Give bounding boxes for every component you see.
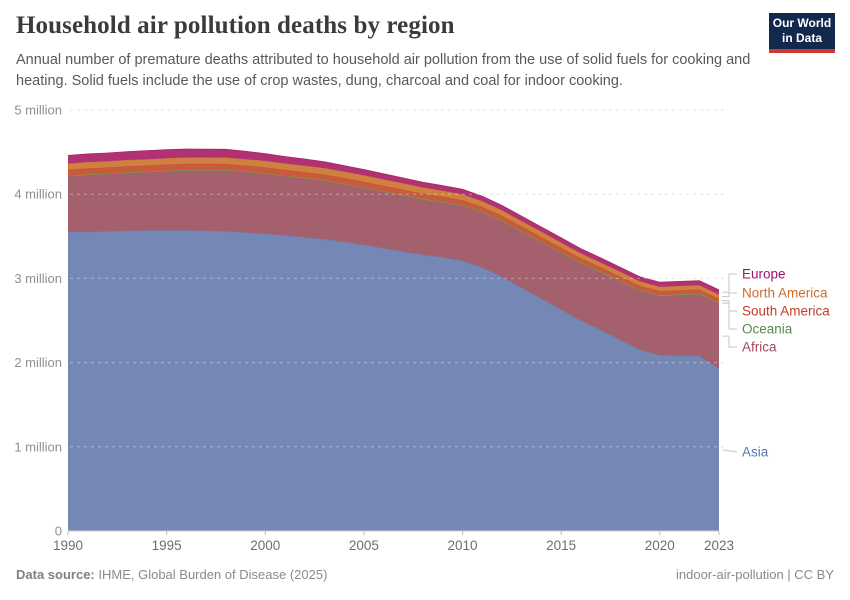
legend-connector-europe	[722, 273, 737, 293]
legend-label-africa[interactable]: Africa	[742, 340, 777, 355]
y-tick-label-0: 0	[55, 524, 62, 539]
legend-label-asia[interactable]: Asia	[742, 445, 769, 460]
legend-connector-oceania	[722, 302, 737, 330]
data-source-label: Data source:	[16, 567, 95, 582]
chart-subtitle: Annual number of premature deaths attrib…	[16, 51, 751, 89]
x-tick-label-2020: 2020	[645, 538, 675, 553]
legend-connector-africa	[722, 335, 737, 348]
chart-header: Household air pollution deaths by region…	[16, 12, 756, 92]
y-tick-label-5-million: 5 million	[14, 103, 62, 118]
data-source-text: IHME, Global Burden of Disease (2025)	[94, 567, 328, 582]
area-topline-europe	[67, 148, 720, 291]
area-asia[interactable]	[68, 230, 719, 531]
area-africa[interactable]	[68, 170, 719, 369]
legend-label-oceania[interactable]: Oceania	[742, 322, 793, 337]
x-tick-label-2005: 2005	[349, 538, 379, 553]
x-tick-label-2015: 2015	[546, 538, 576, 553]
area-north-america[interactable]	[68, 157, 719, 299]
footer-license-link[interactable]: indoor-air-pollution | CC BY	[676, 567, 834, 582]
legend-connector-asia	[721, 449, 738, 453]
x-tick-label-2000: 2000	[250, 538, 280, 553]
y-tick-label-1-million: 1 million	[14, 439, 62, 454]
data-source: Data source: IHME, Global Burden of Dise…	[16, 567, 327, 582]
legend-connector-south-america	[722, 300, 737, 312]
area-europe[interactable]	[68, 149, 719, 295]
legend-label-north-america[interactable]: North America	[742, 286, 828, 301]
y-tick-label-2-million: 2 million	[14, 355, 62, 370]
owid-logo[interactable]: Our World in Data	[769, 13, 835, 53]
legend-label-europe[interactable]: Europe	[742, 267, 786, 282]
chart-title: Household air pollution deaths by region	[16, 12, 455, 39]
y-tick-label-4-million: 4 million	[14, 187, 62, 202]
chart-footer: Data source: IHME, Global Burden of Dise…	[16, 567, 834, 582]
owid-logo-line2: in Data	[781, 31, 822, 45]
area-south-america[interactable]	[68, 163, 719, 303]
x-tick-label-2023: 2023	[704, 538, 734, 553]
legend-connector-north-america	[722, 292, 737, 298]
owid-logo-line1: Our World	[772, 16, 832, 31]
x-tick-label-1995: 1995	[152, 538, 182, 553]
x-tick-label-1990: 1990	[53, 538, 83, 553]
owid-logo-red-bar	[769, 49, 835, 53]
legend-label-south-america[interactable]: South America	[742, 304, 830, 319]
y-tick-label-3-million: 3 million	[14, 271, 62, 286]
x-tick-label-2010: 2010	[448, 538, 478, 553]
